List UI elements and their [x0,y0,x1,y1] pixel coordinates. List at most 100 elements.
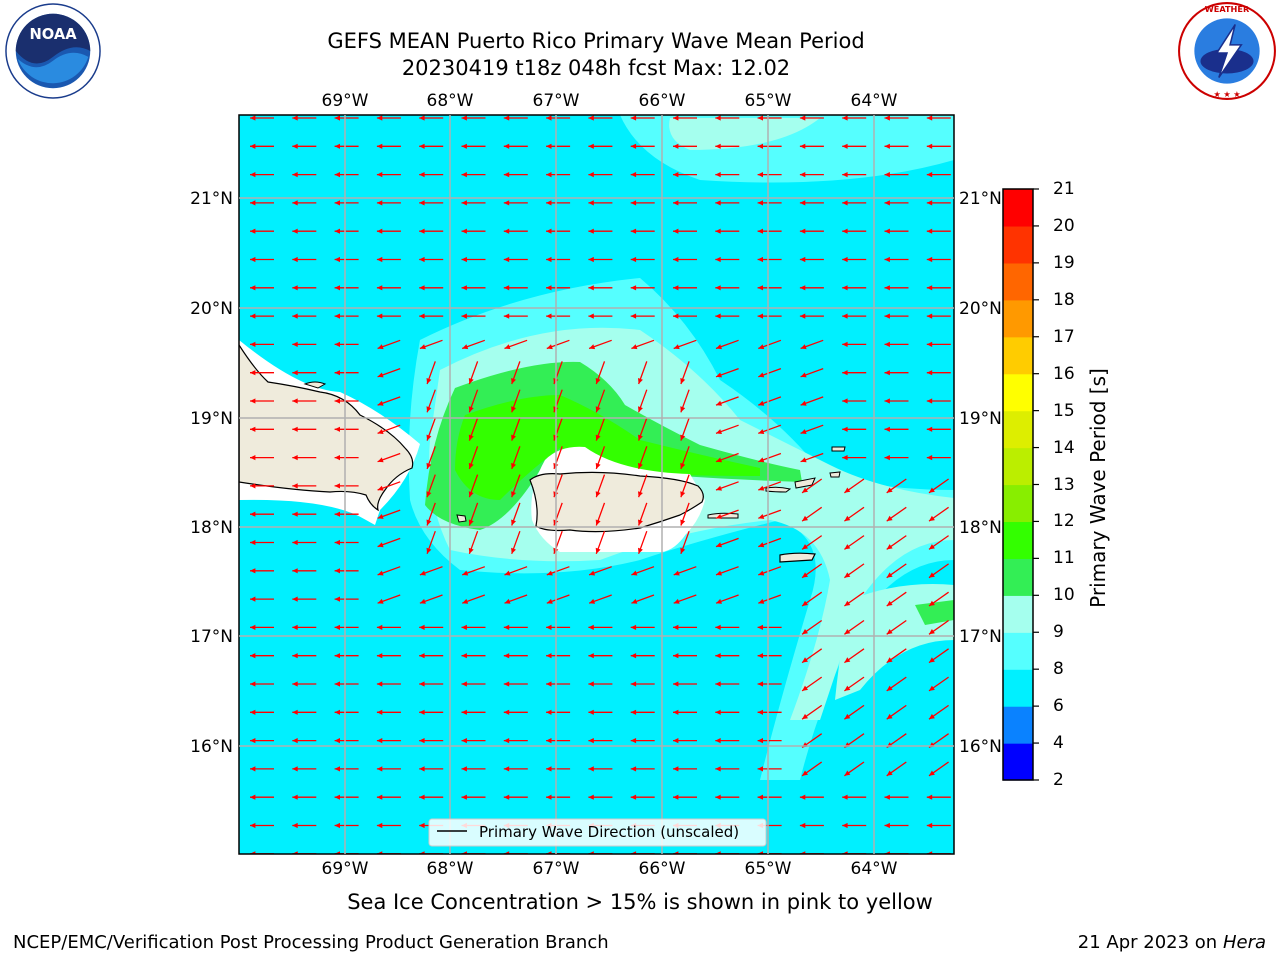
wave-arrow-head [928,544,935,550]
wave-arrow-head [250,172,256,178]
lat-label-right: 16°N [959,737,1002,757]
wave-arrow-head [842,143,848,149]
wave-arrow-head [468,434,474,441]
wave-arrow-head [292,256,298,263]
wave-arrow-head [334,596,340,602]
wave-arrow-head [461,228,467,234]
colorbar-band [1003,262,1033,301]
wave-arrow-head [546,172,552,178]
wave-arrow-head [680,462,686,469]
colorbar-band [1003,595,1033,633]
wave-arrow-head [504,570,511,576]
wave-arrow-head [334,143,340,149]
wave-arrow-head [504,598,511,604]
wave-arrow-head [673,228,679,234]
wave-arrow-head [630,200,637,206]
colorbar-tick-label: 2 [1053,770,1064,790]
colorbar-tick-label: 4 [1053,733,1064,754]
wave-arrow-head [673,794,679,800]
wave-arrow-head [799,200,806,206]
wave-arrow-head [757,624,763,630]
wave-arrow-head [250,568,256,574]
chart-title: GEFS MEAN Puerto Rico Primary Wave Mean … [327,29,865,53]
colorbar-tick-label: 18 [1053,289,1075,310]
lon-label-top: 64°W [851,91,898,111]
wave-arrow-head [680,519,686,526]
wave-arrow-head [758,570,765,576]
wave-arrow-head [630,766,637,772]
wave-arrow-head [419,200,425,206]
wave-arrow-head [842,398,848,404]
land-north-cay [303,381,327,389]
wave-arrow-head [716,598,722,604]
wave-arrow-head [673,738,679,744]
wave-arrow-head [376,313,383,319]
lon-label-bottom: 64°W [851,859,898,879]
wave-arrow-head [419,344,426,350]
wave-arrow-head [334,709,340,715]
colorbar-band [1003,632,1033,670]
wave-arrow-head [546,313,552,319]
wave-arrow-head [503,313,510,319]
wave-arrow-head [462,344,469,350]
colorbar-band [1003,484,1033,523]
period-contour-9-north [669,118,820,150]
wave-arrow-head [588,738,594,744]
lat-label-left: 21°N [190,189,233,209]
wave-arrow-head [842,256,848,263]
wave-arrow-head [250,483,256,489]
wave-arrow-head [716,400,722,406]
footer-credit: NCEP/EMC/Verification Post Processing Pr… [13,932,609,953]
wave-arrow-head [802,713,808,720]
wave-arrow-head [715,794,721,800]
wave-arrow-head [334,398,340,404]
colorbar-band [1003,299,1033,338]
wave-arrow-head [842,426,848,432]
wave-arrow-head [630,794,637,800]
wave-arrow-head [842,313,848,319]
wave-arrow-head [844,685,851,691]
wave-arrow-head [426,406,432,413]
wave-arrow-head [334,822,340,829]
wave-arrow-head [716,485,722,491]
wave-arrow-head [250,228,256,234]
lat-label-right: 17°N [959,627,1002,647]
wave-arrow-head [376,143,383,149]
wave-arrow-head [842,370,848,376]
wave-arrow-head [377,598,384,604]
wave-arrow-head [715,766,721,772]
wave-arrow-head [461,256,467,263]
wave-arrow-head [716,429,722,434]
wave-arrow-head [292,511,298,517]
wave-arrow-head [928,685,935,691]
wave-arrow-head [503,738,510,744]
wave-arrow-head [334,172,340,178]
wave-arrow-head [511,547,516,554]
wave-arrow-head [715,172,721,178]
wave-arrow-head [928,770,935,776]
wave-arrow-head [589,598,596,604]
wave-arrow-head [673,256,679,263]
wave-arrow-head [844,770,851,776]
wave-arrow-head [715,709,721,715]
lon-label-bottom: 67°W [533,859,580,879]
wave-arrow-head [595,462,601,469]
wave-arrow-head [595,434,601,441]
wave-arrow-head [886,515,893,522]
wave-arrow-head [926,228,933,234]
lat-label-right: 18°N [959,518,1002,538]
wave-arrow-head [884,370,890,376]
wave-arrow-head [842,822,848,829]
wave-arrow-head [758,429,765,434]
wave-arrow-head [595,406,601,413]
wave-arrow-head [419,653,425,659]
wave-arrow-head [926,370,933,376]
wave-arrow-head [250,313,256,319]
wave-arrow-head [292,285,298,291]
wave-arrow-head [250,115,256,121]
wave-arrow-head [926,313,933,319]
wave-arrow-head [799,228,806,234]
wave-arrow-head [292,624,298,630]
wave-arrow-head [884,200,890,206]
wave-arrow-head [884,172,890,178]
